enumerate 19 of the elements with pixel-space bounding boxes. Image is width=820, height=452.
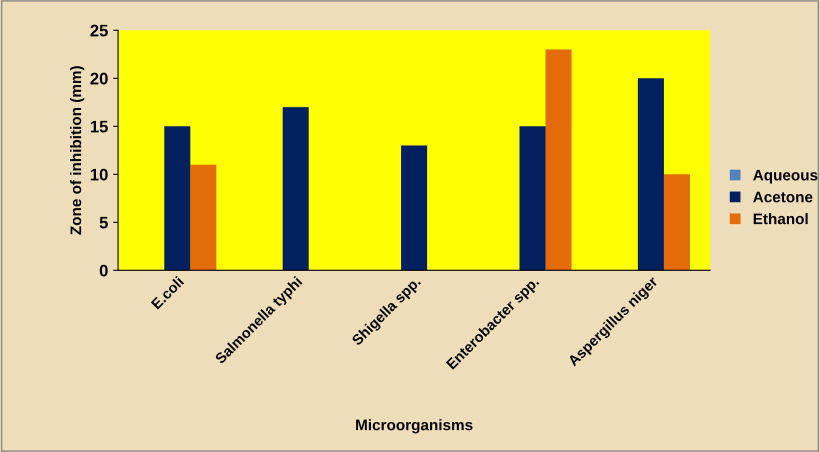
y-tick-label: 15: [90, 120, 108, 132]
bar: [546, 49, 572, 270]
bar: [638, 78, 664, 270]
bar: [401, 145, 428, 270]
legend-label: Acetone: [753, 192, 812, 202]
y-tick-label: 20: [90, 72, 108, 84]
y-axis-title: Zone of inhibition (mm): [70, 66, 84, 235]
bar: [190, 164, 216, 270]
x-axis-title: Microorganisms: [356, 419, 472, 434]
bar: [282, 107, 309, 270]
y-tick-label: 0: [100, 264, 108, 276]
y-tick-label: 10: [90, 168, 108, 180]
y-tick-label: 5: [100, 216, 108, 228]
bar: [519, 126, 546, 270]
y-tick-label: 25: [90, 24, 108, 36]
legend-label: Ethanol: [754, 213, 808, 224]
legend-label: Aqueous: [753, 170, 818, 184]
bar: [664, 174, 690, 270]
bar: [164, 126, 190, 270]
